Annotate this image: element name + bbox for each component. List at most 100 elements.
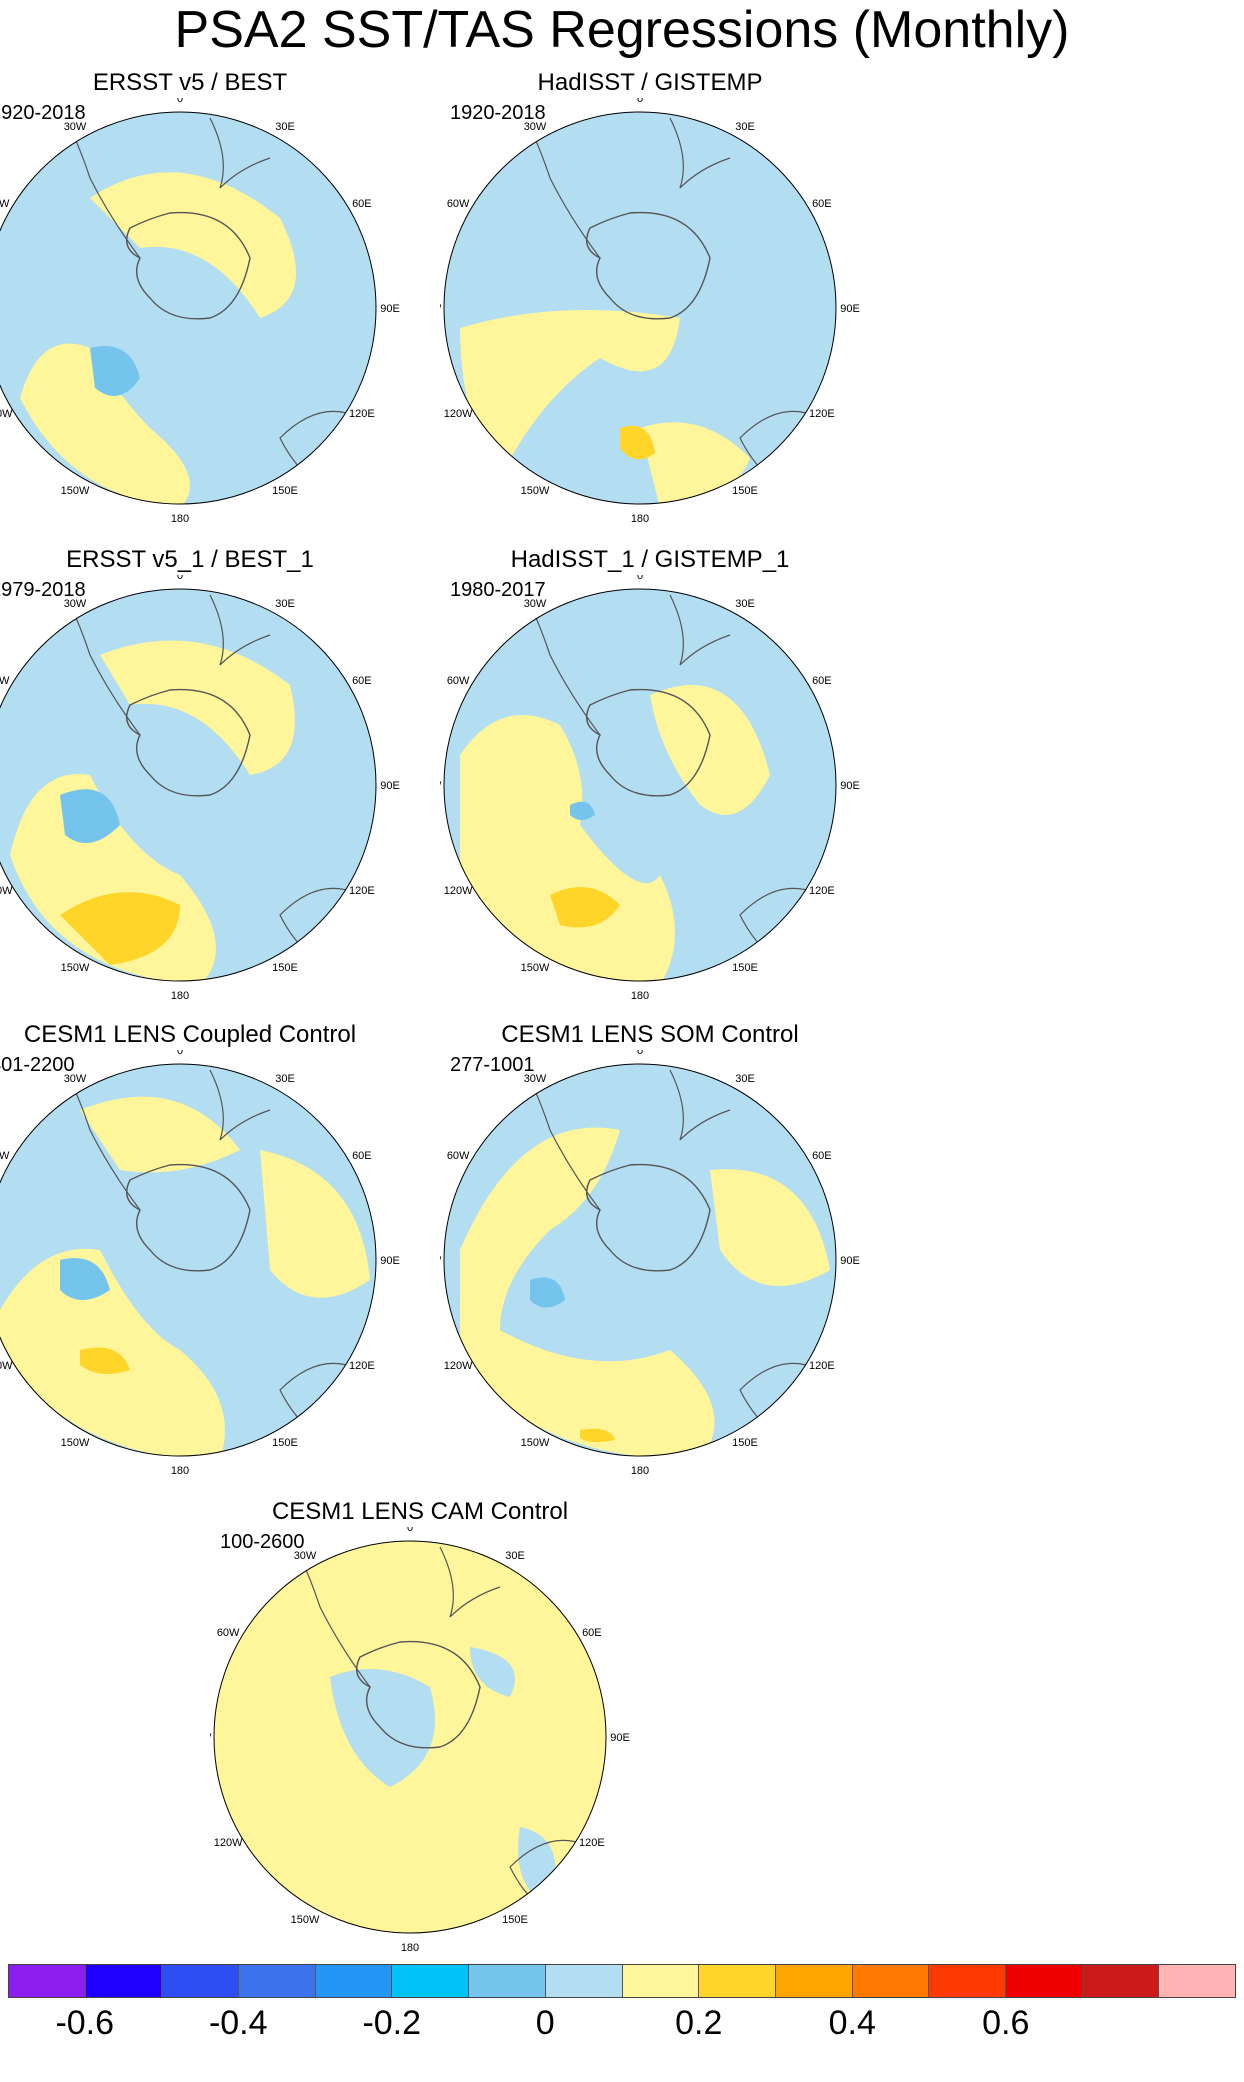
longitude-label: 90E	[840, 303, 860, 315]
longitude-label: 0	[407, 1527, 413, 1534]
map-panel: CESM1 LENS SOM Control 277-1001 0 30E 60E 90E…	[430, 1020, 870, 1490]
polar-map: 030E60E90E120E150E180150W120W90W60W30W	[0, 575, 400, 1002]
panel-period: 1920-2018	[0, 102, 86, 124]
longitude-label: 180	[171, 1465, 189, 1477]
longitude-label: 120E	[809, 885, 835, 897]
anomaly-region	[580, 1428, 615, 1443]
longitude-label: 30E	[735, 598, 755, 610]
longitude-label: 150E	[732, 1437, 758, 1449]
antarctica-coastline	[586, 1163, 711, 1272]
colorbar-swatch	[699, 1965, 776, 1997]
colorbar-tick-label: 0	[535, 2004, 555, 2042]
map-panel: CESM1 LENS CAM Control 100-2600 0 30E 60E 90E…	[200, 1497, 640, 1967]
antarctica-coastline	[586, 688, 711, 797]
longitude-label: 150E	[732, 962, 758, 974]
longitude-label: 90E	[610, 1732, 630, 1744]
longitude-label: 60W	[447, 198, 470, 210]
longitude-label: 90E	[840, 1255, 860, 1267]
longitude-label: 120W	[0, 1360, 13, 1372]
panel-title: ERSST v5 / BEST	[92, 69, 288, 96]
colorbar-labels: -0.6 -0.4 -0.2 0 0.2 0.4 0.6	[8, 2004, 1236, 2054]
anomaly-region	[460, 715, 675, 981]
south-america-coastline	[69, 604, 141, 736]
anomaly-region	[650, 685, 770, 815]
colorbar-tick-label: 0.6	[982, 2004, 1030, 2042]
longitude-label: 60W	[0, 675, 10, 687]
longitude-label: 150W	[61, 485, 90, 497]
anomaly-region	[330, 1669, 435, 1787]
colorbar-swatch	[622, 1965, 700, 1997]
anomaly-region	[90, 172, 296, 318]
longitude-label: 60E	[352, 1150, 372, 1162]
antarctica-coastline	[586, 211, 711, 320]
longitude-label: 120W	[0, 885, 13, 897]
longitude-label: 0	[637, 98, 643, 105]
longitude-label: 180	[631, 990, 649, 1002]
longitude-label: 90W	[210, 1732, 212, 1744]
colorbar-tick-label: 0.2	[675, 2004, 723, 2042]
panel-title: CESM1 LENS Coupled Control	[23, 1021, 357, 1048]
map-rim	[0, 111, 377, 505]
south-america-coastline	[299, 1556, 371, 1688]
longitude-label: 120E	[579, 1837, 605, 1849]
longitude-label: 120W	[444, 885, 473, 897]
longitude-label: 60W	[447, 675, 470, 687]
longitude-label: 0	[177, 575, 183, 582]
anomaly-region	[20, 343, 190, 504]
longitude-label: 90E	[380, 303, 400, 315]
longitude-label: 120E	[349, 885, 375, 897]
longitude-label: 180	[171, 990, 189, 1002]
anomaly-region	[460, 1127, 715, 1456]
longitude-label: 120E	[809, 408, 835, 420]
africa-coastline	[669, 594, 731, 666]
anomaly-region	[570, 801, 595, 820]
antarctica-coastline	[356, 1640, 481, 1749]
longitude-label: 30W	[64, 1073, 87, 1085]
panel-period: 1980-2017	[450, 579, 546, 601]
colorbar-tick-label: -0.4	[208, 2004, 268, 2042]
longitude-label: 30W	[524, 1073, 547, 1085]
africa-coastline	[209, 1069, 271, 1141]
longitude-label: 180	[401, 1942, 419, 1954]
figure-title: PSA2 SST/TAS Regressions (Monthly)	[174, 1, 1070, 59]
polar-map: 030E60E90E120E150E180150W120W90W60W30W	[440, 575, 860, 1002]
polar-map: 030E60E90E120E150E180150W120W90W60W30W	[0, 1050, 400, 1477]
longitude-label: 60E	[352, 198, 372, 210]
south-america-coastline	[529, 604, 601, 736]
map-panel: ERSST v5 / BEST 1920-2018 0 30E 60E 90E 120E 15…	[0, 68, 410, 538]
longitude-label: 150E	[272, 485, 298, 497]
africa-coastline	[669, 1069, 731, 1141]
longitude-label: 0	[177, 1050, 183, 1057]
colorbar-swatch	[545, 1965, 623, 1997]
longitude-label: 60E	[812, 675, 832, 687]
antarctica-coastline	[126, 688, 251, 797]
longitude-label: 150E	[272, 962, 298, 974]
panel-period: 401-2200	[0, 1054, 75, 1076]
anomaly-region	[100, 640, 295, 775]
longitude-label: 150W	[521, 485, 550, 497]
longitude-label: 120W	[444, 408, 473, 420]
colorbar-swatch	[85, 1965, 163, 1997]
longitude-label: 30W	[524, 598, 547, 610]
longitude-label: 120E	[349, 1360, 375, 1372]
polar-map: 030E60E90E120E150E180150W120W90W60W30W	[440, 98, 860, 525]
panel-period: 277-1001	[450, 1054, 535, 1076]
anomaly-region	[710, 1169, 830, 1286]
longitude-label: 30E	[735, 121, 755, 133]
longitude-label: 0	[177, 98, 183, 105]
panel-title: CESM1 LENS CAM Control	[271, 1498, 569, 1525]
longitude-label: 120W	[444, 1360, 473, 1372]
anomaly-region	[550, 887, 620, 928]
longitude-label: 150W	[61, 1437, 90, 1449]
longitude-label: 60W	[0, 198, 10, 210]
longitude-label: 90E	[840, 780, 860, 792]
map-rim	[443, 588, 837, 982]
longitude-label: 30E	[275, 1073, 295, 1085]
longitude-label: 30E	[275, 121, 295, 133]
longitude-label: 60W	[447, 1150, 470, 1162]
anomaly-region	[60, 892, 180, 965]
map-panel: HadISST / GISTEMP 1920-2018 0 30E 60E 90E 120E…	[430, 68, 870, 538]
panel-period: 100-2600	[220, 1531, 305, 1553]
longitude-label: 60E	[812, 1150, 832, 1162]
